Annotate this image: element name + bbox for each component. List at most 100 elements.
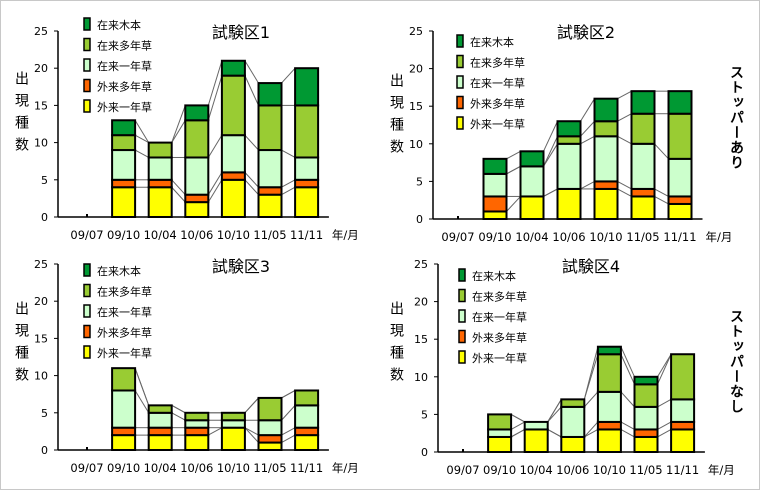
bar-segment [111,389,137,429]
bar-segment [294,104,320,159]
connector-line [506,196,521,212]
x-unit-label: 年/月 [332,228,359,242]
connector-line [617,135,632,145]
legend-label: 在来一年草 [97,305,152,319]
y-axis-label: 出現種数 [13,301,29,389]
chart-title: 試験区3 [212,257,270,276]
legend-swatch [458,329,466,344]
bar-segment [294,434,320,451]
legend-label: 在来木本 [97,264,141,278]
x-tick-label: 10/04 [515,230,548,244]
x-tick-label: 10/06 [556,463,589,477]
x-tick-label: 10/10 [593,463,626,477]
x-tick-label: 11/05 [629,463,662,477]
legend-swatch [83,78,91,93]
bar-segment [257,104,283,152]
legend-label: 在来一年草 [470,76,525,90]
bar-segment [593,187,619,220]
legend-swatch [456,95,464,110]
row-label-stopper-yes: ストッパーあり [728,65,744,170]
bar-segment [593,180,619,190]
bar-segment [294,178,320,189]
connector-line [620,346,635,378]
bar-segment [147,141,173,159]
x-tick-label: 11/11 [290,461,323,475]
bar-segment [220,59,246,77]
x-tick-label: 09/07 [446,463,479,477]
connector-line [657,354,672,385]
bar-segment [220,74,246,137]
y-tick-label: 5 [41,407,48,420]
legend-label: 在来木本 [470,35,514,49]
bar-segment [184,434,210,451]
x-tick-label: 10/04 [520,463,553,477]
bar-segment [257,149,283,189]
x-tick-label: 11/11 [666,463,699,477]
bar-segment [630,90,656,115]
bar-segment [670,398,696,423]
connector-line [620,421,635,430]
connector-line [620,429,635,438]
bar-segment [294,404,320,429]
x-tick-label: 09/07 [70,461,103,475]
bar-segment [593,135,619,183]
x-tick-label: 09/10 [483,463,516,477]
x-unit-label: 年/月 [332,461,359,475]
bar-segment [220,171,246,181]
connector-line [281,434,296,443]
legend-swatch [456,75,464,89]
bar-segment [667,202,693,221]
chart-title: 試験区4 [562,257,620,276]
bar-segment [596,353,622,393]
connector-line [620,354,635,385]
connector-line [134,149,149,158]
connector-line [654,195,669,205]
legend-swatch [83,99,91,113]
connector-line [620,391,635,408]
connector-line [244,427,259,443]
x-tick-label: 10/10 [217,461,250,475]
legend-label: 外来一年草 [97,346,152,360]
legend-label: 外来一年草 [97,100,152,114]
bar-segment [257,82,283,107]
bar-segment [523,428,549,454]
bar-segment [519,195,545,221]
y-tick-label: 20 [414,296,428,309]
bar-segment [556,142,582,190]
chart-panel-1: 0 5 10 15 20 25 09/07 09/10 10/04 10/06 10/10 11/05… [34,17,359,242]
y-tick-label: 25 [34,258,48,271]
bar-segment [670,353,696,401]
connector-line [207,60,223,106]
bar-segment [593,97,619,123]
connector-line [543,188,558,197]
y-tick-label: 25 [414,258,428,271]
bar-segment [111,367,137,392]
connector-line [244,172,259,188]
bar-segment [294,186,320,219]
connector-line [207,134,223,158]
legend-swatch [83,345,91,359]
connector-line [171,412,186,421]
bar-segment [667,195,693,205]
bar-segment [487,435,513,453]
connector-line [134,134,149,144]
y-tick-label: 10 [34,370,48,383]
connector-line [506,165,521,175]
bar-segment [147,178,173,189]
y-axis-label: 出現種数 [388,301,404,389]
bar-segment [633,375,659,386]
connector-line [244,179,259,196]
bar-segment [184,193,210,204]
legend-label: 在来多年草 [472,290,527,304]
legend-swatch [458,288,466,303]
x-tick-label: 11/11 [290,228,323,242]
bar-segment [147,434,173,451]
connector-line [547,429,562,438]
connector-line [281,390,296,399]
legend-label: 在来多年草 [97,39,152,53]
bar-segment [257,441,283,451]
y-tick-label: 20 [34,62,48,75]
connector-line [171,120,186,143]
bar-segment [220,426,246,451]
legend-swatch [83,283,91,298]
